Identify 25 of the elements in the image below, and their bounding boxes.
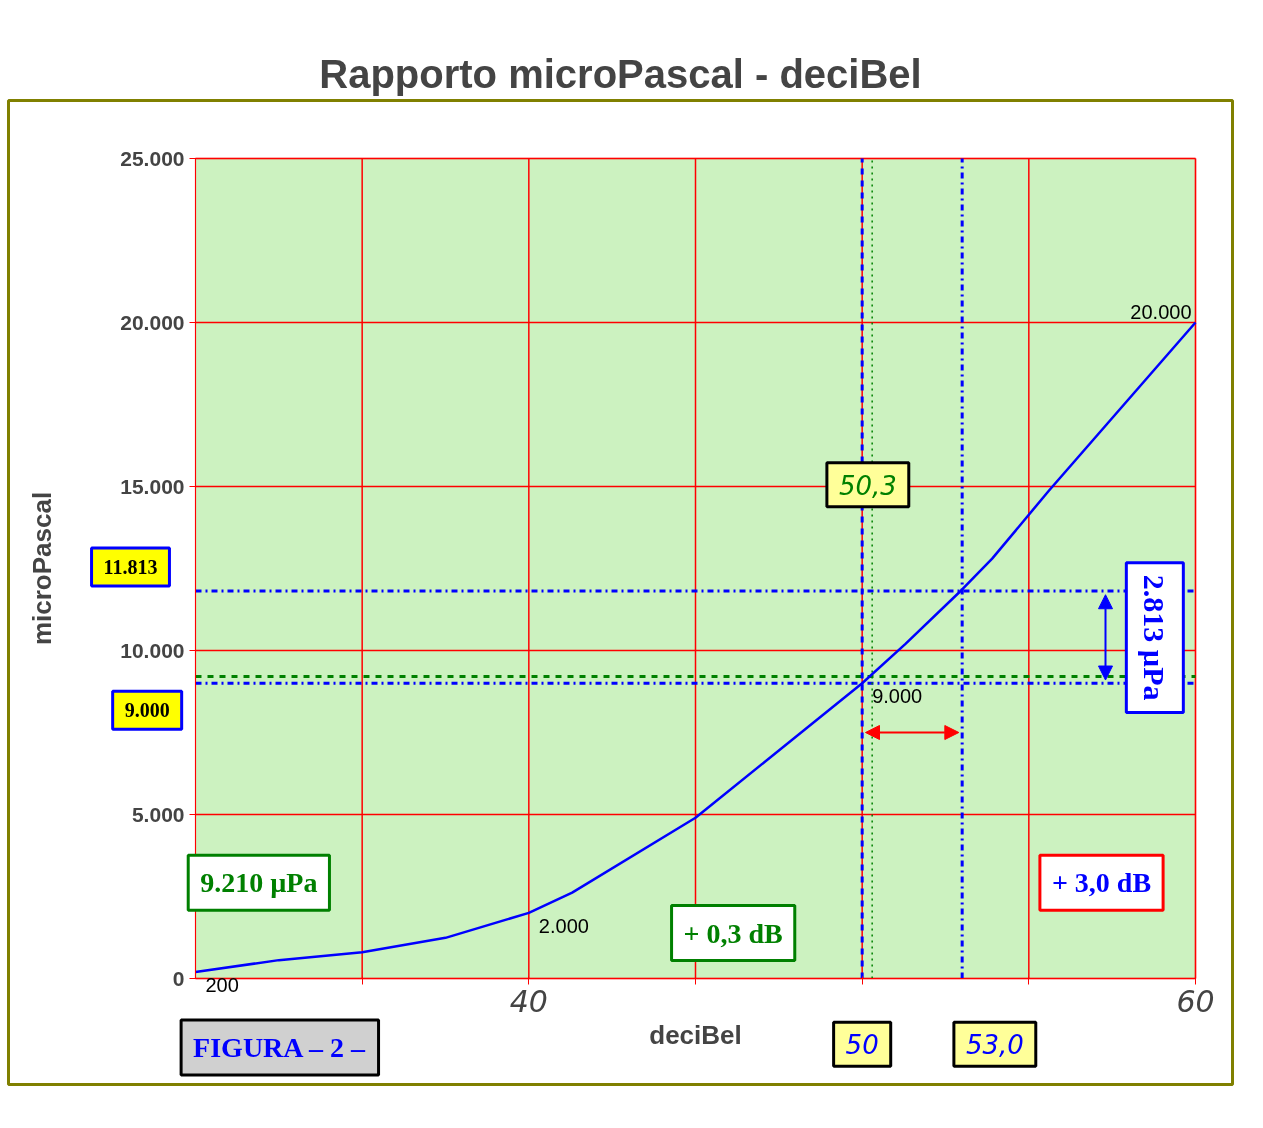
y-axis-title: microPascal — [27, 491, 58, 646]
annotation: 50,3 — [838, 470, 897, 501]
x-axis-title: deciBel — [649, 1019, 742, 1050]
annotation: + 3,0 dB — [1051, 867, 1152, 899]
data-label: 2.000 — [538, 914, 589, 937]
text: 53,0 — [965, 1030, 1024, 1061]
data-label: 20.000 — [1130, 300, 1192, 323]
annotation: 9.210 µPa — [200, 867, 318, 899]
y-tick-label: 20.000 — [120, 310, 185, 334]
x-tick-label: 40 — [509, 983, 548, 1019]
y-tick-label: 10.000 — [120, 638, 185, 662]
y-tick-label: 15.000 — [120, 474, 185, 498]
text: 11.813 — [103, 555, 158, 578]
x-tick-label: 60 — [1176, 983, 1215, 1019]
y-tick-label: 25.000 — [120, 146, 185, 170]
data-label: 9.000 — [872, 685, 923, 708]
y-tick-label: 5.000 — [131, 802, 185, 826]
chart-title: Rapporto microPascal - deciBel — [319, 51, 922, 96]
y-tick-label: 0 — [172, 966, 185, 990]
data-label: 200 — [205, 973, 239, 996]
text: FIGURA – 2 – — [193, 1031, 367, 1063]
text: 9.000 — [124, 699, 170, 722]
text: 50 — [845, 1030, 879, 1061]
annotation: 2.813 µPa — [1138, 574, 1172, 701]
annotation: + 0,3 dB — [683, 917, 783, 949]
